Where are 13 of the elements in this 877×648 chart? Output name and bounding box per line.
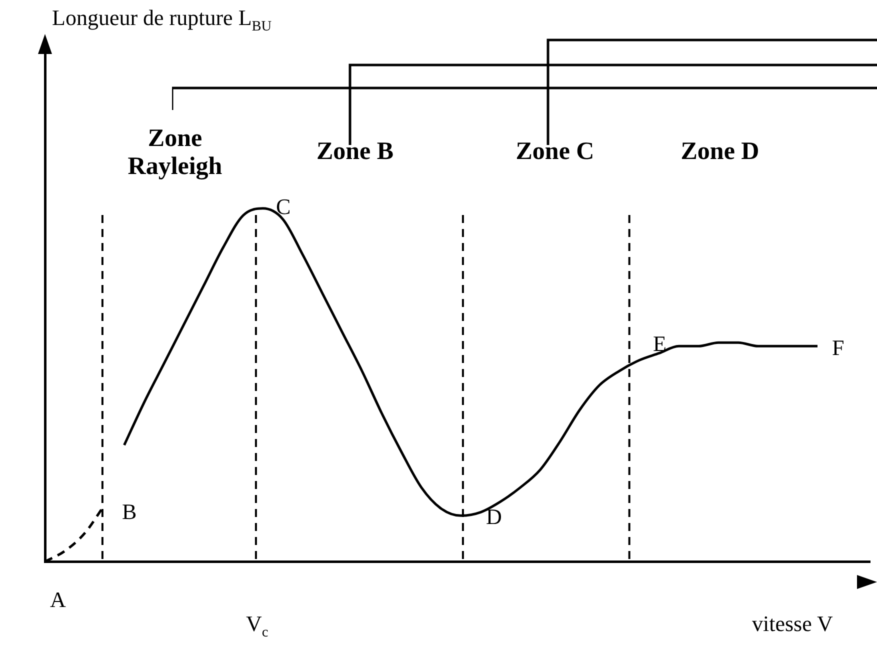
annotation: D — [486, 504, 502, 530]
x-axis-title: vitesse V — [752, 611, 833, 636]
text: Zone Rayleigh — [126, 125, 224, 180]
text: Zone C — [514, 138, 596, 166]
text: F — [832, 335, 844, 360]
annotation: E — [653, 331, 666, 356]
text: V$_{c}$ — [246, 611, 268, 642]
text: Zone D — [680, 138, 760, 166]
text: A — [50, 587, 66, 612]
annotation: C — [276, 194, 291, 220]
text: Zone B — [315, 138, 395, 166]
annotation: B — [122, 499, 137, 524]
text: Longueur de rupture L$_{BU}$ — [52, 5, 272, 36]
